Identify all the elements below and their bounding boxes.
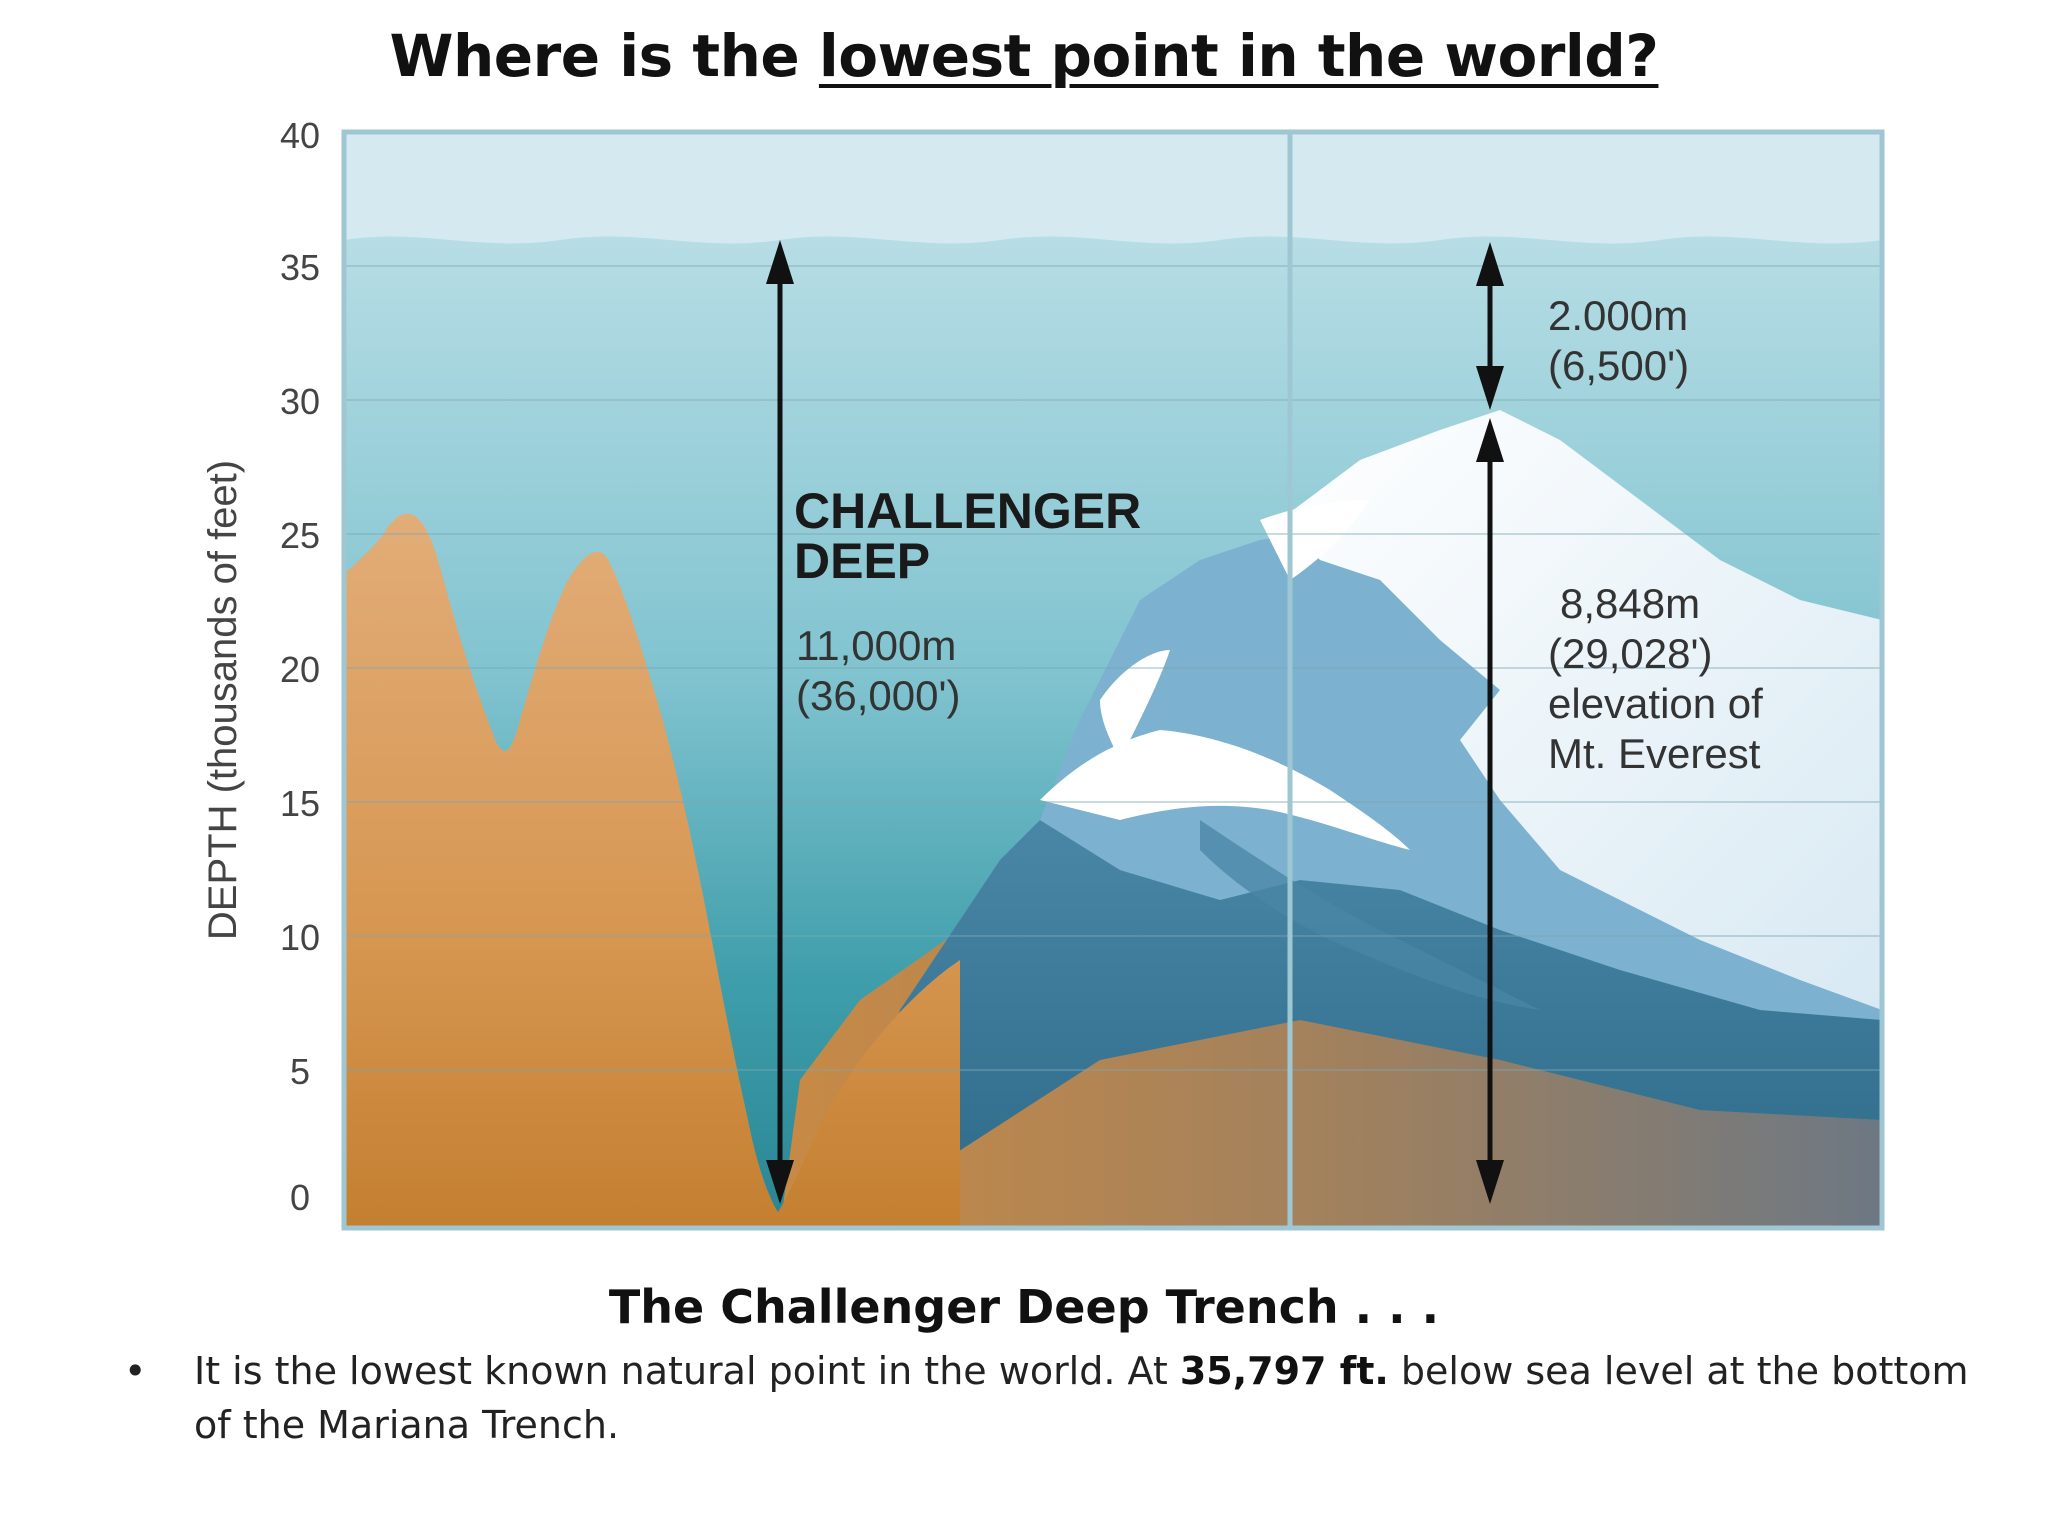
challenger-meters: 11,000m: [796, 622, 956, 669]
section-subtitle: The Challenger Deep Trench . . .: [608, 1280, 1440, 1334]
everest-snow-ridge-1: [1040, 730, 1410, 850]
everest-feet: (29,028'): [1548, 630, 1712, 677]
challenger-arrow: [766, 240, 794, 1204]
title-underlined: lowest point in the world?: [818, 22, 1659, 90]
y-axis-label: DEPTH (thousands of feet): [201, 460, 245, 940]
tick-30: 30: [280, 381, 320, 422]
everest-snow-peak: [1280, 410, 1882, 1010]
tick-5: 5: [290, 1051, 310, 1092]
gap-meters: 2.000m: [1548, 292, 1688, 339]
gap-feet: (6,500'): [1548, 342, 1689, 389]
grid-lines: [344, 265, 1882, 1071]
bullet-text-after: below sea level at the bottom of the Mar…: [194, 1349, 1969, 1447]
left-seafloor: [344, 513, 960, 1228]
challenger-name-2: DEEP: [794, 533, 930, 589]
tick-0: 0: [290, 1177, 310, 1218]
tick-15: 15: [280, 783, 320, 824]
diagram-frame: [341, 129, 1885, 1231]
bullet-text: It is the lowest known natural point in …: [194, 1344, 1984, 1452]
page-title: Where is the lowest point in the world?: [0, 14, 2048, 98]
tick-25: 25: [280, 515, 320, 556]
challenger-feet: (36,000'): [796, 672, 960, 719]
everest-arrow: [1476, 418, 1504, 1204]
y-axis-ticks: 40 35 30 25 20 15 10 5 0: [280, 115, 320, 1218]
everest-line3: elevation of: [1548, 680, 1763, 727]
bullet-text-before: It is the lowest known natural point in …: [194, 1349, 1180, 1393]
everest-meters: 8,848m: [1560, 580, 1700, 627]
bullet-symbol: •: [124, 1349, 147, 1393]
tick-35: 35: [280, 247, 320, 288]
tick-10: 10: [280, 917, 320, 958]
everest-line4: Mt. Everest: [1548, 730, 1761, 777]
challenger-name-1: CHALLENGER: [794, 483, 1141, 539]
everest-snow-ridge-2: [1100, 650, 1170, 760]
tick-40: 40: [280, 115, 320, 156]
title-prefix: Where is the: [389, 22, 819, 90]
bullet-bold-depth: 35,797 ft.: [1179, 1349, 1389, 1393]
gap-arrow: [1476, 242, 1504, 410]
everest-rock: [840, 820, 1882, 1228]
tick-20: 20: [280, 649, 320, 690]
